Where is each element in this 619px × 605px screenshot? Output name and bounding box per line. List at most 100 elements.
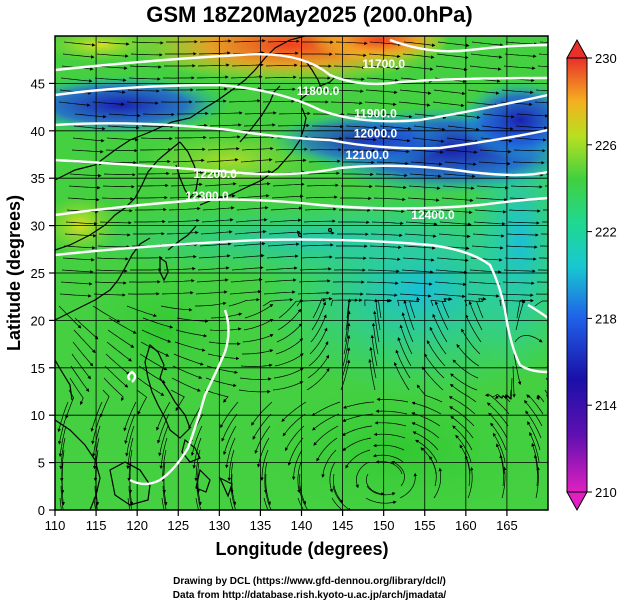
- streamline: [440, 209, 473, 214]
- streamline: [228, 99, 261, 103]
- colorbar: 230 226 222 218 214 210: [566, 38, 617, 512]
- streamline: [413, 125, 446, 132]
- streamline: [366, 281, 399, 285]
- streamline: [260, 449, 269, 481]
- streamline: [391, 461, 405, 487]
- streamline: [96, 257, 129, 261]
- streamline: [341, 425, 373, 436]
- streamline: [223, 425, 237, 456]
- streamline: [297, 291, 330, 295]
- streamline: [127, 449, 133, 482]
- streamline: [242, 334, 274, 343]
- streamline: [333, 65, 366, 69]
- streamline: [140, 136, 173, 141]
- streamline: [238, 389, 271, 394]
- streamline: [196, 485, 202, 510]
- streamline: [268, 230, 301, 235]
- streamline: [128, 77, 161, 81]
- streamline: [210, 111, 243, 115]
- streamline: [106, 137, 139, 142]
- streamline: [57, 401, 69, 433]
- streamline: [401, 312, 414, 343]
- streamline: [421, 366, 444, 391]
- streamline: [297, 461, 302, 494]
- streamline: [539, 41, 548, 43]
- streamline: [441, 197, 474, 202]
- streamline: [103, 172, 136, 177]
- streamline: [378, 137, 411, 143]
- y-tick-label: 30: [31, 219, 45, 234]
- streamline: [163, 266, 196, 271]
- y-tick-label: 10: [31, 408, 45, 423]
- streamline: [344, 310, 351, 343]
- streamline: [321, 449, 337, 478]
- streamline: [195, 290, 228, 295]
- streamline: [501, 89, 534, 95]
- streamline: [316, 437, 338, 462]
- streamline: [446, 137, 479, 144]
- streamline: [90, 401, 103, 432]
- contour-label: 12400.0: [411, 208, 455, 222]
- streamline: [230, 278, 263, 283]
- streamline: [366, 485, 396, 496]
- streamline: [445, 149, 478, 154]
- streamline: [227, 449, 235, 482]
- streamline: [332, 485, 352, 510]
- streamline: [365, 89, 398, 94]
- streamline: [304, 207, 337, 211]
- streamline: [58, 305, 82, 329]
- streamline: [97, 245, 130, 249]
- x-axis-label: Longitude (degrees): [215, 539, 388, 559]
- streamline: [411, 412, 441, 427]
- streamline: [204, 182, 237, 187]
- streamline: [346, 113, 379, 118]
- streamline: [533, 454, 538, 487]
- streamline: [127, 497, 131, 510]
- colorbar-tick-label: 214: [595, 398, 617, 413]
- streamline: [401, 269, 434, 274]
- streamline: [534, 300, 548, 307]
- streamline: [449, 383, 477, 403]
- streamline: [60, 485, 64, 510]
- streamline: [168, 206, 201, 211]
- streamline: [220, 401, 239, 429]
- streamline: [271, 194, 304, 199]
- streamline: [243, 123, 276, 127]
- streamline: [63, 41, 96, 47]
- colorbar-scale: [566, 57, 588, 493]
- y-tick-label: 25: [31, 266, 45, 281]
- streamline: [107, 125, 140, 130]
- streamline: [312, 124, 344, 129]
- streamline: [468, 281, 501, 286]
- y-tick-label: 15: [31, 361, 45, 376]
- streamline: [234, 230, 267, 235]
- streamline: [265, 63, 298, 68]
- streamline: [490, 422, 507, 451]
- streamline: [335, 41, 368, 46]
- contour-label: 12300.0: [185, 189, 229, 203]
- streamline: [141, 124, 174, 129]
- streamline: [277, 308, 302, 331]
- streamline: [254, 425, 271, 454]
- colorbar-tick-label: 218: [595, 311, 617, 326]
- streamline: [461, 328, 481, 355]
- streamline: [504, 257, 537, 261]
- streamline: [370, 334, 378, 367]
- streamline: [448, 396, 476, 415]
- credit-drawing: Drawing by DCL (https://www.gfd-dennou.o…: [173, 576, 446, 587]
- streamline: [399, 324, 413, 355]
- streamline: [225, 437, 236, 469]
- streamline: [368, 53, 401, 59]
- streamline: [195, 301, 227, 307]
- streamline: [450, 373, 478, 391]
- streamline: [415, 439, 438, 463]
- streamline: [73, 125, 106, 131]
- streamline: [176, 317, 209, 323]
- streamline: [377, 149, 410, 154]
- streamline: [238, 182, 271, 187]
- streamline: [126, 305, 157, 318]
- streamline: [251, 401, 273, 426]
- streamline: [307, 171, 340, 175]
- contour-label: 12100.0: [346, 148, 390, 162]
- streamline: [139, 159, 171, 164]
